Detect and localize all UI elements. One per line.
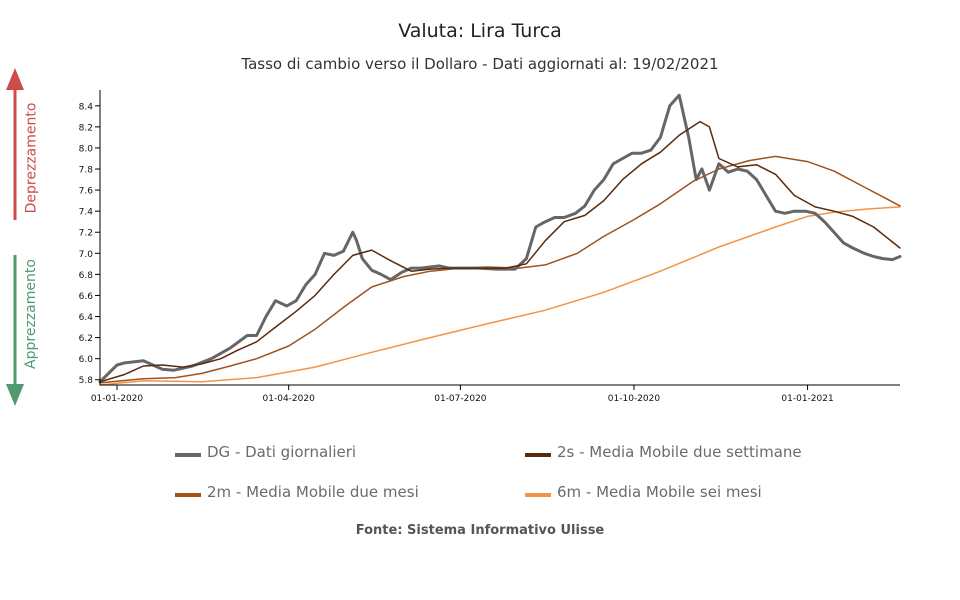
y-tick-label: 7.2 xyxy=(79,229,93,239)
y-tick-label: 8.2 xyxy=(79,123,93,133)
series-line-0 xyxy=(98,93,902,384)
axes: 5.8 6.0 6.2 6.4 6.6 6.8 7.0 7.2 7.4 7.6 7.8 8.0 8.2 8… xyxy=(79,90,900,404)
x-tick-label: 01-01-2021 xyxy=(781,394,833,404)
line-chart: 5.8 6.0 6.2 6.4 6.6 6.8 7.0 7.2 7.4 7.6 7.8 8.0 8.2 8… xyxy=(6,68,902,406)
x-tick-label: 01-10-2020 xyxy=(608,394,661,404)
legend-label-dg: DG - Dati giornalieri xyxy=(207,443,357,461)
source-note: Fonte: Sistema Informativo Ulisse xyxy=(355,523,605,538)
x-tick-label: 01-07-2020 xyxy=(434,394,487,404)
y-tick-label: 6.0 xyxy=(79,355,94,365)
legend-label-2s: 2s - Media Mobile due settimane xyxy=(557,443,802,461)
x-tick-label: 01-04-2020 xyxy=(263,394,316,404)
y-tick-label: 7.8 xyxy=(79,166,94,176)
legend-swatch-2m xyxy=(175,493,201,497)
side-label-apprezzamento: Apprezzamento xyxy=(22,259,39,369)
side-label-deprezzamento: Deprezzamento xyxy=(22,102,39,214)
legend-swatch-2s xyxy=(525,453,551,457)
y-tick-label: 6.8 xyxy=(79,271,94,281)
y-tick-label: 8.4 xyxy=(79,102,94,112)
side-arrows xyxy=(6,68,24,406)
y-tick-label: 6.2 xyxy=(79,334,93,344)
arrow-down-icon xyxy=(6,384,24,406)
y-tick-label: 6.4 xyxy=(79,313,94,323)
chart-title: Valuta: Lira Turca xyxy=(398,20,562,42)
y-tick-label: 6.6 xyxy=(79,292,94,302)
arrow-up-icon xyxy=(6,68,24,90)
legend-label-6m: 6m - Media Mobile sei mesi xyxy=(557,483,762,501)
legend-swatch-6m xyxy=(525,493,551,497)
y-tick-label: 7.4 xyxy=(79,208,94,218)
series-line-1 xyxy=(99,120,901,383)
plot-series xyxy=(98,93,902,386)
x-tick-label: 01-01-2020 xyxy=(91,394,144,404)
legend-swatch-dg xyxy=(175,453,201,457)
chart-subtitle: Tasso di cambio verso il Dollaro - Dati … xyxy=(241,55,719,73)
y-tick-label: 7.6 xyxy=(79,187,94,197)
legend-label-2m: 2m - Media Mobile due mesi xyxy=(207,483,419,501)
y-tick-label: 5.8 xyxy=(79,376,94,386)
y-tick-label: 7.0 xyxy=(79,250,94,260)
y-tick-label: 8.0 xyxy=(79,144,94,154)
